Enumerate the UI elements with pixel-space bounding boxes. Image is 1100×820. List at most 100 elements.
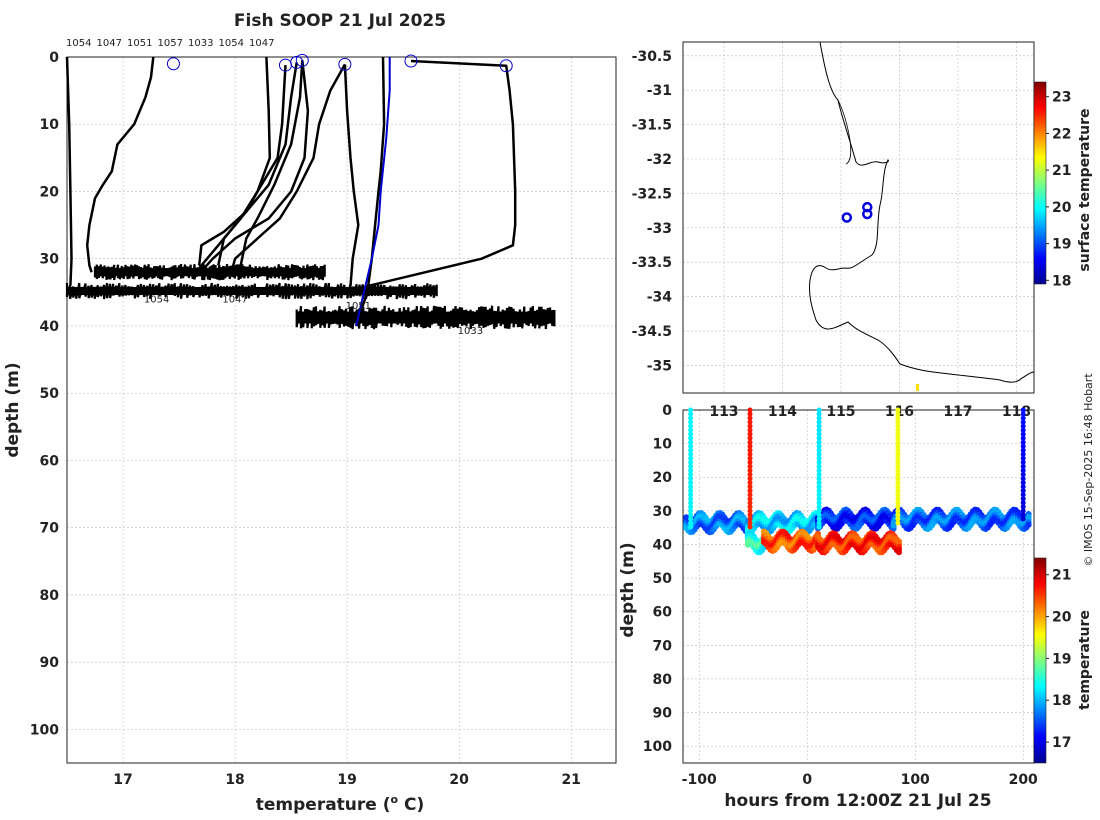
depth-time-cast-point (1020, 480, 1026, 486)
depth-time-cast-point (895, 508, 901, 514)
profile-line-1057b (343, 64, 360, 286)
depth-time-cast-point (688, 427, 694, 433)
depth-time-cast-point (816, 476, 822, 482)
profile-y-tick-label: 50 (40, 386, 60, 402)
temperature-colorbar-tick-label: 21 (1052, 568, 1071, 584)
depth-time-cast-point (816, 411, 822, 417)
profile-x-tick-label: 17 (113, 772, 132, 788)
depth-time-cast-point (816, 407, 822, 413)
track-map: 113 114 115 116 117 118 -30.5 -31 -31.5 -32 -32.5… (632, 41, 1093, 420)
bottom-id-label: 1054 (144, 294, 169, 305)
profile-y-tick-label: 20 (40, 184, 60, 200)
depth-time-cast-point (895, 459, 901, 465)
map-y-tick-label: -33.5 (632, 255, 672, 271)
profile-bottom-band-core (95, 268, 325, 277)
depth-time-cast-point (1020, 423, 1026, 429)
surface-marker (499, 59, 513, 73)
surface-colorbar-ticks: 18 19 20 21 22 23 (1046, 90, 1072, 289)
depth-time-cast-point (747, 459, 753, 465)
map-axes-box (682, 41, 1035, 394)
chart-title: Fish SOOP 21 Jul 2025 (234, 11, 446, 31)
depth-time-cast-point (895, 455, 901, 461)
surface-colorbar-tick-label: 23 (1052, 90, 1071, 106)
depth-time-cast-point (688, 443, 694, 449)
depth-time-cast-point (816, 488, 822, 494)
depth-time-cast-point (747, 488, 753, 494)
temperature-colorbar-label: temperature (1077, 610, 1093, 710)
depth-time-cast-point (816, 472, 822, 477)
profile-id-label: 1033 (188, 38, 213, 49)
depth-time-cast-point (895, 500, 901, 506)
depth-time-cast-point (816, 435, 822, 441)
profile-y-tick-label: 100 (30, 722, 59, 738)
map-stations (841, 201, 873, 223)
depth-time-cast-point (1020, 508, 1026, 514)
depth-time-cast-point (688, 435, 694, 441)
depth-time-x-tick-label: 100 (901, 772, 930, 788)
depth-time-cast-point (816, 447, 822, 453)
depth-time-cast-point (816, 415, 822, 421)
depth-time-cast-point (688, 484, 694, 490)
depth-time-cast-point (816, 504, 822, 510)
depth-time-cast-point (1020, 516, 1026, 522)
profile-id-label: 1054 (219, 38, 244, 49)
depth-time-cast-point (747, 504, 753, 510)
depth-time-cast-point (895, 476, 901, 482)
depth-time-cast-point (895, 427, 901, 433)
depth-time-cast-point (747, 447, 753, 453)
surface-colorbar-tick-label: 21 (1052, 163, 1071, 179)
depth-time-cast-point (895, 492, 901, 498)
depth-time-cast-point (747, 472, 753, 477)
depth-time-cast-point (895, 435, 901, 441)
profile-line-1054b (202, 60, 310, 270)
profile-y-tick-label: 30 (40, 252, 60, 268)
depth-time-cast-point (1020, 488, 1026, 494)
map-station-marker (841, 212, 853, 223)
depth-time-cast-point (816, 516, 822, 522)
depth-time-cast-point (895, 411, 901, 417)
map-x-tick-label: 114 (768, 404, 797, 420)
map-grid (683, 42, 1034, 393)
depth-time-cast-point (895, 496, 901, 502)
depth-time-y-tick-label: 80 (653, 672, 673, 688)
depth-time-bottom-point (896, 549, 902, 556)
depth-time-cast-point (747, 455, 753, 461)
depth-time-y-tick-label: 10 (653, 437, 673, 453)
depth-time-cast-point (747, 516, 753, 522)
depth-time-cast-point (747, 496, 753, 502)
depth-time-x-tick-label: 0 (802, 772, 812, 788)
profile-x-ticks: 17 18 19 20 21 (113, 772, 581, 788)
depth-time-x-axis-label: hours from 12:00Z 21 Jul 25 (724, 791, 991, 811)
temperature-colorbar-tick-label: 20 (1052, 610, 1072, 626)
depth-time-cast-point (895, 516, 901, 522)
depth-time-cast-point (747, 524, 753, 530)
profile-line-1051b (346, 59, 517, 294)
surface-colorbar-tick-label: 22 (1052, 126, 1071, 142)
profile-grid (67, 56, 616, 763)
profile-id-label: 1057 (158, 38, 183, 49)
depth-time-cast-point (816, 451, 822, 457)
profile-y-tick-label: 80 (40, 588, 60, 604)
depth-time-cast-point (895, 464, 901, 469)
depth-time-y-tick-label: 30 (653, 504, 673, 520)
surface-markers (166, 53, 513, 73)
depth-time-cast-point (895, 484, 901, 490)
depth-time-cast-point (688, 468, 694, 473)
depth-time-cast-point (688, 451, 694, 457)
depth-time-cast-point (688, 516, 694, 522)
depth-time-cast-point (895, 415, 901, 421)
map-y-tick-label: -32 (647, 152, 672, 168)
profile-x-tick-label: 20 (449, 772, 469, 788)
depth-time-y-tick-label: 50 (653, 571, 673, 587)
map-color-point (916, 384, 919, 391)
surface-colorbar-tick-label: 19 (1052, 237, 1071, 253)
map-x-tick-label: 116 (885, 404, 914, 420)
temperature-colorbar-tick-label: 17 (1052, 735, 1071, 751)
bottom-id-label: 1051 (346, 301, 371, 312)
depth-time-cast-point (688, 439, 694, 445)
profile-y-axis-label: depth (m) (3, 362, 23, 457)
surface-marker (290, 55, 304, 69)
depth-time-cast-point (688, 419, 694, 425)
depth-time-axes-box (682, 409, 1035, 764)
depth-time-cast-point (816, 524, 822, 530)
